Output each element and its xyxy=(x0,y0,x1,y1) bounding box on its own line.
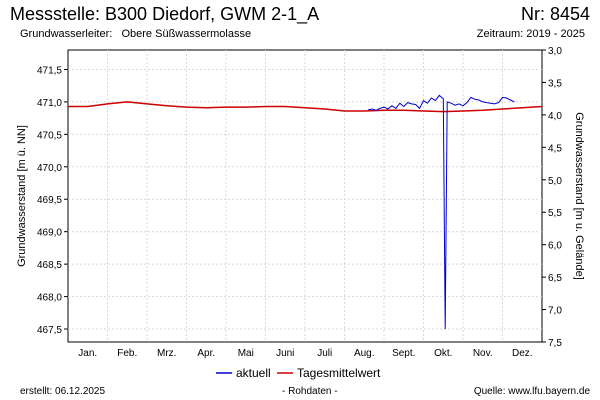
y-axis-label: Grundwasserstand [m ü. NN] xyxy=(16,125,28,267)
period-label: Zeitraum: 2019 - 2025 xyxy=(476,28,585,40)
y-tick-label: 468,0 xyxy=(37,293,62,304)
x-tick-label: Apr. xyxy=(197,348,215,359)
y-tick-label: 471,0 xyxy=(37,98,62,109)
x-tick-label: Okt. xyxy=(434,348,452,359)
series-tagesmittel-line xyxy=(68,101,543,113)
y2-tick-label: 5,5 xyxy=(548,208,562,219)
legend-label-aktuell: aktuell xyxy=(236,366,271,380)
y-tick-label: 471,5 xyxy=(37,65,62,76)
aquifer-label: Grundwasserleiter: Obere Süßwassermolass… xyxy=(20,28,252,40)
series-aktuell-line xyxy=(368,94,515,330)
x-tick-label: Feb. xyxy=(117,348,137,359)
y-tick-label: 469,0 xyxy=(37,228,62,239)
y2-tick-label: 7,5 xyxy=(548,338,562,349)
x-tick-label: Juli xyxy=(317,348,332,359)
x-tick-label: Aug. xyxy=(354,348,375,359)
x-tick-label: Nov. xyxy=(473,348,493,359)
chart-title: Messstelle: B300 Diedorf, GWM 2-1_A xyxy=(10,4,320,24)
y-tick-label: 469,5 xyxy=(37,195,62,206)
raw-data-note: - Rohdaten - xyxy=(282,386,338,397)
y2-tick-label: 6,0 xyxy=(548,241,562,252)
station-number: Nr: 8454 xyxy=(520,4,590,24)
x-tick-label: Sept. xyxy=(392,348,415,359)
y2-tick-label: 4,5 xyxy=(548,143,562,154)
created-date: erstellt: 06.12.2025 xyxy=(20,386,106,397)
y2-tick-label: 7,0 xyxy=(548,306,562,317)
y-tick-label: 470,0 xyxy=(37,163,62,174)
source-label: Quelle: www.lfu.bayern.de xyxy=(473,386,590,397)
legend: aktuell Tagesmittelwert xyxy=(216,366,381,380)
y-tick-label: 470,5 xyxy=(37,130,62,141)
x-tick-label: Mai xyxy=(238,348,254,359)
y2-tick-label: 3,5 xyxy=(548,78,562,89)
x-tick-label: Mrz. xyxy=(157,348,176,359)
y2-tick-label: 4,0 xyxy=(548,111,562,122)
y2-tick-label: 6,5 xyxy=(548,273,562,284)
x-tick-label: Jan. xyxy=(78,348,97,359)
x-tick-label: Dez. xyxy=(512,348,533,359)
legend-label-tagesmittel: Tagesmittelwert xyxy=(297,366,381,380)
y2-tick-label: 3,0 xyxy=(548,46,562,57)
y-tick-label: 468,5 xyxy=(37,260,62,271)
x-tick-label: Juni xyxy=(276,348,294,359)
y2-axis-label: Grundwasserstand [m u. Gelände] xyxy=(573,112,585,280)
y2-tick-label: 5,0 xyxy=(548,176,562,187)
y-tick-label: 467,5 xyxy=(37,325,62,336)
